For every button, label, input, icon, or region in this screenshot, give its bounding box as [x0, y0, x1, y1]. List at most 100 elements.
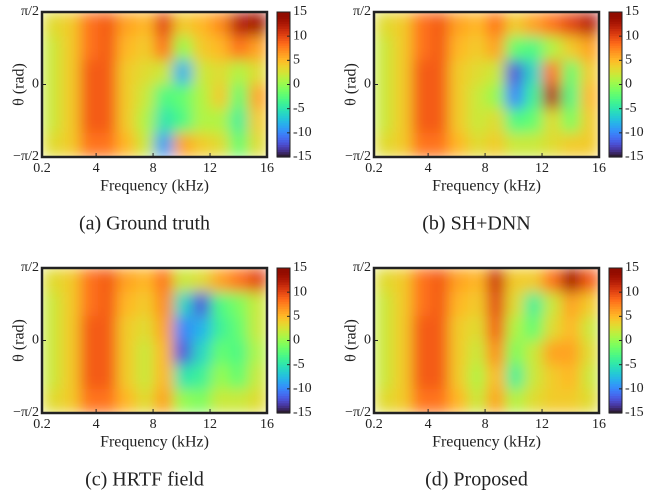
cell	[449, 60, 469, 85]
cell	[42, 132, 62, 157]
cell	[248, 340, 267, 366]
x-tick-label: 4	[93, 417, 100, 432]
cell	[561, 12, 581, 37]
cell	[60, 108, 80, 134]
cell	[430, 340, 450, 366]
cell	[154, 388, 174, 413]
cell	[467, 292, 487, 317]
cell	[486, 316, 506, 341]
cell	[42, 108, 62, 134]
cell	[135, 340, 155, 366]
cell	[411, 268, 431, 293]
caption: (a) Ground truth	[79, 213, 210, 235]
cell	[229, 36, 249, 61]
cell	[411, 292, 431, 317]
y-axis-label: θ (rad)	[11, 63, 28, 106]
cell	[79, 132, 99, 157]
cell	[411, 316, 431, 341]
x-tick-label: 16	[592, 417, 606, 432]
cell	[173, 132, 193, 157]
cell	[210, 132, 230, 157]
colorbar-tick-label: -15	[625, 405, 644, 420]
cell	[561, 388, 581, 413]
y-tick-label: −π/2	[13, 149, 39, 164]
x-tick-label: 8	[482, 417, 489, 432]
cell	[524, 268, 544, 293]
x-tick-label: 12	[535, 417, 549, 432]
cell	[98, 132, 118, 157]
cell	[580, 132, 599, 157]
cell	[60, 12, 80, 37]
cell	[173, 268, 193, 293]
cell	[392, 84, 412, 110]
cell	[42, 316, 62, 341]
cell	[192, 340, 212, 366]
cell	[192, 364, 212, 390]
colorbar-tick-label: -15	[625, 149, 644, 164]
x-tick-label: 0.2	[365, 161, 383, 176]
cell	[60, 340, 80, 366]
cell	[505, 388, 525, 413]
cell	[449, 292, 469, 317]
cell	[561, 84, 581, 110]
cell	[210, 36, 230, 61]
cell	[505, 84, 525, 110]
cell	[411, 364, 431, 390]
cell	[98, 364, 118, 390]
cell	[411, 60, 431, 85]
colorbar-tick-label: -10	[293, 381, 312, 396]
cell	[248, 364, 267, 390]
cell	[486, 84, 506, 110]
y-tick-label: 0	[32, 333, 39, 348]
cell	[542, 340, 562, 366]
cell	[98, 292, 118, 317]
cell	[392, 364, 412, 390]
cell	[542, 364, 562, 390]
heatmap-cells	[374, 12, 599, 157]
cell	[542, 292, 562, 317]
cell	[42, 36, 62, 61]
cell	[449, 36, 469, 61]
cell	[135, 108, 155, 134]
cell	[117, 84, 137, 110]
cell	[117, 268, 137, 293]
cell	[411, 132, 431, 157]
colorbar: 15 10 5 0 -5 -10 -15	[608, 260, 644, 420]
colorbar-tick-label: 0	[625, 77, 632, 92]
x-tick-label: 12	[203, 417, 217, 432]
cell	[173, 292, 193, 317]
cell	[449, 108, 469, 134]
heatmap	[42, 12, 267, 157]
x-tick-label: 4	[425, 161, 432, 176]
cell	[467, 340, 487, 366]
cell	[392, 316, 412, 341]
cell	[411, 108, 431, 134]
cell	[79, 388, 99, 413]
cell	[229, 388, 249, 413]
y-axis-label: θ (rad)	[11, 319, 28, 362]
cell	[248, 12, 267, 37]
cell	[486, 268, 506, 293]
cell	[60, 292, 80, 317]
cell	[561, 340, 581, 366]
y-tick-label: 0	[32, 77, 39, 92]
colorbar-tick-label: 5	[625, 309, 632, 324]
heatmap-cells	[42, 268, 267, 413]
cell	[374, 108, 394, 134]
cell	[79, 60, 99, 85]
cell	[98, 108, 118, 134]
cell	[505, 12, 525, 37]
cell	[154, 268, 174, 293]
cell	[580, 108, 599, 134]
cell	[154, 84, 174, 110]
colorbar-tick-label: -5	[293, 101, 305, 116]
cell	[154, 12, 174, 37]
cell	[542, 12, 562, 37]
cell	[524, 292, 544, 317]
cell	[248, 316, 267, 341]
cell	[229, 364, 249, 390]
cell	[173, 108, 193, 134]
heatmap	[374, 12, 599, 157]
x-axis-label: Frequency (kHz)	[100, 434, 209, 451]
